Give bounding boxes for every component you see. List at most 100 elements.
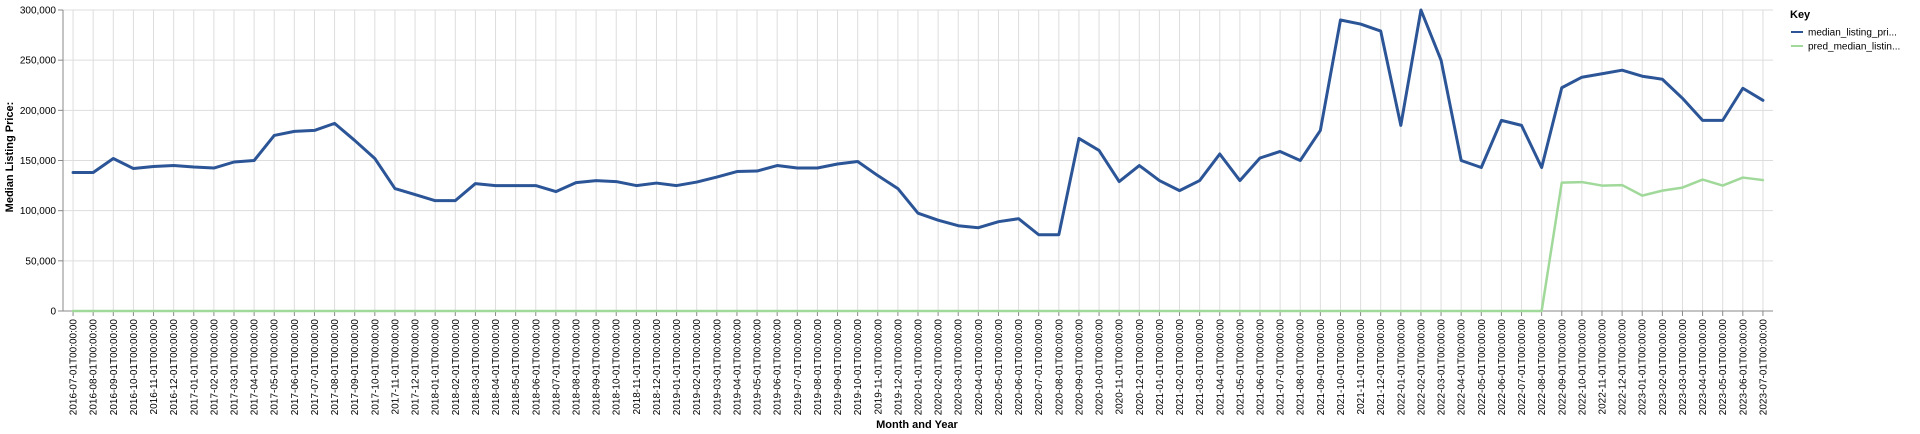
x-tick-label: 2019-01-01T00:00:00 <box>672 319 683 416</box>
x-tick-label: 2016-09-01T00:00:00 <box>109 319 120 416</box>
x-tick-label: 2017-07-01T00:00:00 <box>310 319 321 416</box>
x-tick-label: 2022-02-01T00:00:00 <box>1416 319 1427 416</box>
x-tick-label: 2023-03-01T00:00:00 <box>1678 319 1689 416</box>
x-tick-label: 2018-07-01T00:00:00 <box>551 319 562 416</box>
x-tick-label: 2018-09-01T00:00:00 <box>592 319 603 416</box>
x-tick-label: 2022-12-01T00:00:00 <box>1618 319 1629 416</box>
x-tick-label: 2020-12-01T00:00:00 <box>1135 319 1146 416</box>
series-line-1 <box>71 8 1765 237</box>
x-tick-label: 2021-05-01T00:00:00 <box>1235 319 1246 416</box>
x-tick-label: 2020-03-01T00:00:00 <box>954 319 965 416</box>
x-tick-label: 2019-12-01T00:00:00 <box>893 319 904 416</box>
series-line-2 <box>71 176 1765 313</box>
x-tick-label: 2017-01-01T00:00:00 <box>189 319 200 416</box>
x-tick-label: 2016-10-01T00:00:00 <box>129 319 140 416</box>
y-axis-title: Median Listing Price: <box>4 102 16 213</box>
x-tick-label: 2019-03-01T00:00:00 <box>712 319 723 416</box>
y-axis: 0 50,000 100,000 150,000 200,000 250,000 300,0… <box>20 6 64 318</box>
x-tick-label: 2021-04-01T00:00:00 <box>1215 319 1226 416</box>
x-tick-label: 2020-01-01T00:00:00 <box>914 319 925 416</box>
x-tick-label: 2018-10-01T00:00:00 <box>612 319 623 416</box>
y-tick-label: 150,000 <box>20 156 57 167</box>
x-tick-label: 2020-06-01T00:00:00 <box>1014 319 1025 416</box>
x-tick-label: 2016-08-01T00:00:00 <box>89 319 100 416</box>
y-tick-label: 100,000 <box>20 206 57 217</box>
y-tick-label: 200,000 <box>20 106 57 117</box>
x-tick-label: 2021-12-01T00:00:00 <box>1376 319 1387 416</box>
x-axis: 2016-07-01T00:00:00 2016-08-01T00:00:00 20… <box>63 310 1773 416</box>
x-tick-label: 2022-08-01T00:00:00 <box>1537 319 1548 416</box>
x-tick-label: 2019-05-01T00:00:00 <box>753 319 764 416</box>
x-tick-label: 2020-04-01T00:00:00 <box>974 319 985 416</box>
x-tick-label: 2019-06-01T00:00:00 <box>773 319 784 416</box>
x-tick-label: 2019-10-01T00:00:00 <box>853 319 864 416</box>
x-tick-label: 2017-08-01T00:00:00 <box>330 319 341 416</box>
x-tick-label: 2017-05-01T00:00:00 <box>270 319 281 416</box>
x-tick-label: 2020-10-01T00:00:00 <box>1095 319 1106 416</box>
x-tick-label: 2018-12-01T00:00:00 <box>652 319 663 416</box>
series-lines <box>71 8 1765 313</box>
x-tick-label: 2022-11-01T00:00:00 <box>1598 319 1609 415</box>
x-tick-label: 2019-08-01T00:00:00 <box>813 319 824 416</box>
x-tick-label: 2018-02-01T00:00:00 <box>451 319 462 416</box>
x-tick-label: 2017-06-01T00:00:00 <box>290 319 301 416</box>
x-tick-label: 2023-06-01T00:00:00 <box>1738 319 1749 416</box>
x-tick-label: 2016-12-01T00:00:00 <box>169 319 180 416</box>
x-tick-label: 2018-08-01T00:00:00 <box>572 319 583 416</box>
x-tick-label: 2021-09-01T00:00:00 <box>1316 319 1327 416</box>
x-tick-label: 2017-12-01T00:00:00 <box>411 319 422 416</box>
legend-label: median_listing_pri... <box>1808 28 1897 39</box>
x-tick-label: 2018-01-01T00:00:00 <box>431 319 442 416</box>
x-tick-label: 2019-04-01T00:00:00 <box>732 319 743 416</box>
x-tick-label: 2020-08-01T00:00:00 <box>1054 319 1065 416</box>
x-tick-label: 2021-08-01T00:00:00 <box>1296 319 1307 416</box>
x-tick-label: 2018-11-01T00:00:00 <box>632 319 643 415</box>
legend: Key median_listing_pri... pred_median_lis… <box>1790 9 1900 53</box>
x-tick-label: 2019-11-01T00:00:00 <box>873 319 884 415</box>
x-tick-label: 2023-04-01T00:00:00 <box>1698 319 1709 416</box>
x-tick-label: 2019-09-01T00:00:00 <box>833 319 844 416</box>
x-tick-label: 2020-02-01T00:00:00 <box>934 319 945 416</box>
x-axis-title: Month and Year <box>876 419 958 431</box>
legend-title: Key <box>1790 9 1811 21</box>
x-tick-label: 2020-05-01T00:00:00 <box>994 319 1005 416</box>
x-tick-label: 2016-07-01T00:00:00 <box>69 319 80 416</box>
x-tick-label: 2021-11-01T00:00:00 <box>1356 319 1367 415</box>
x-tick-label: 2019-07-01T00:00:00 <box>793 319 804 416</box>
gridlines <box>63 9 1773 312</box>
x-tick-label: 2023-01-01T00:00:00 <box>1638 319 1649 416</box>
x-tick-label: 2017-04-01T00:00:00 <box>250 319 261 416</box>
x-tick-label: 2022-07-01T00:00:00 <box>1517 319 1528 416</box>
x-tick-label: 2019-02-01T00:00:00 <box>692 319 703 416</box>
x-tick-label: 2017-10-01T00:00:00 <box>370 319 381 416</box>
x-tick-label: 2022-04-01T00:00:00 <box>1457 319 1468 416</box>
x-tick-label: 2022-01-01T00:00:00 <box>1396 319 1407 416</box>
x-tick-label: 2022-10-01T00:00:00 <box>1577 319 1588 416</box>
x-tick-label: 2018-06-01T00:00:00 <box>531 319 542 416</box>
x-tick-label: 2021-06-01T00:00:00 <box>1256 319 1267 416</box>
x-tick-label: 2018-03-01T00:00:00 <box>471 319 482 416</box>
x-tick-label: 2020-11-01T00:00:00 <box>1115 319 1126 415</box>
x-tick-label: 2022-05-01T00:00:00 <box>1477 319 1488 416</box>
x-tick-label: 2023-07-01T00:00:00 <box>1758 319 1769 416</box>
y-tick-label: 250,000 <box>20 56 57 67</box>
x-tick-label: 2021-02-01T00:00:00 <box>1175 319 1186 416</box>
x-tick-label: 2023-02-01T00:00:00 <box>1658 319 1669 416</box>
y-tick-label: 0 <box>50 307 56 318</box>
x-tick-label: 2023-05-01T00:00:00 <box>1718 319 1729 416</box>
x-tick-label: 2017-02-01T00:00:00 <box>209 319 220 416</box>
x-tick-label: 2016-11-01T00:00:00 <box>149 319 160 415</box>
x-tick-label: 2022-06-01T00:00:00 <box>1497 319 1508 416</box>
x-tick-label: 2021-01-01T00:00:00 <box>1155 319 1166 416</box>
x-tick-label: 2021-07-01T00:00:00 <box>1276 319 1287 416</box>
x-tick-label: 2022-03-01T00:00:00 <box>1437 319 1448 416</box>
x-tick-label: 2018-04-01T00:00:00 <box>491 319 502 416</box>
x-tick-label: 2018-05-01T00:00:00 <box>511 319 522 416</box>
x-tick-label: 2022-09-01T00:00:00 <box>1557 319 1568 416</box>
x-tick-label: 2021-10-01T00:00:00 <box>1336 319 1347 416</box>
x-tick-label: 2020-09-01T00:00:00 <box>1074 319 1085 416</box>
x-tick-label: 2017-09-01T00:00:00 <box>350 319 361 416</box>
y-tick-label: 50,000 <box>25 256 56 267</box>
x-tick-label: 2017-03-01T00:00:00 <box>230 319 241 416</box>
